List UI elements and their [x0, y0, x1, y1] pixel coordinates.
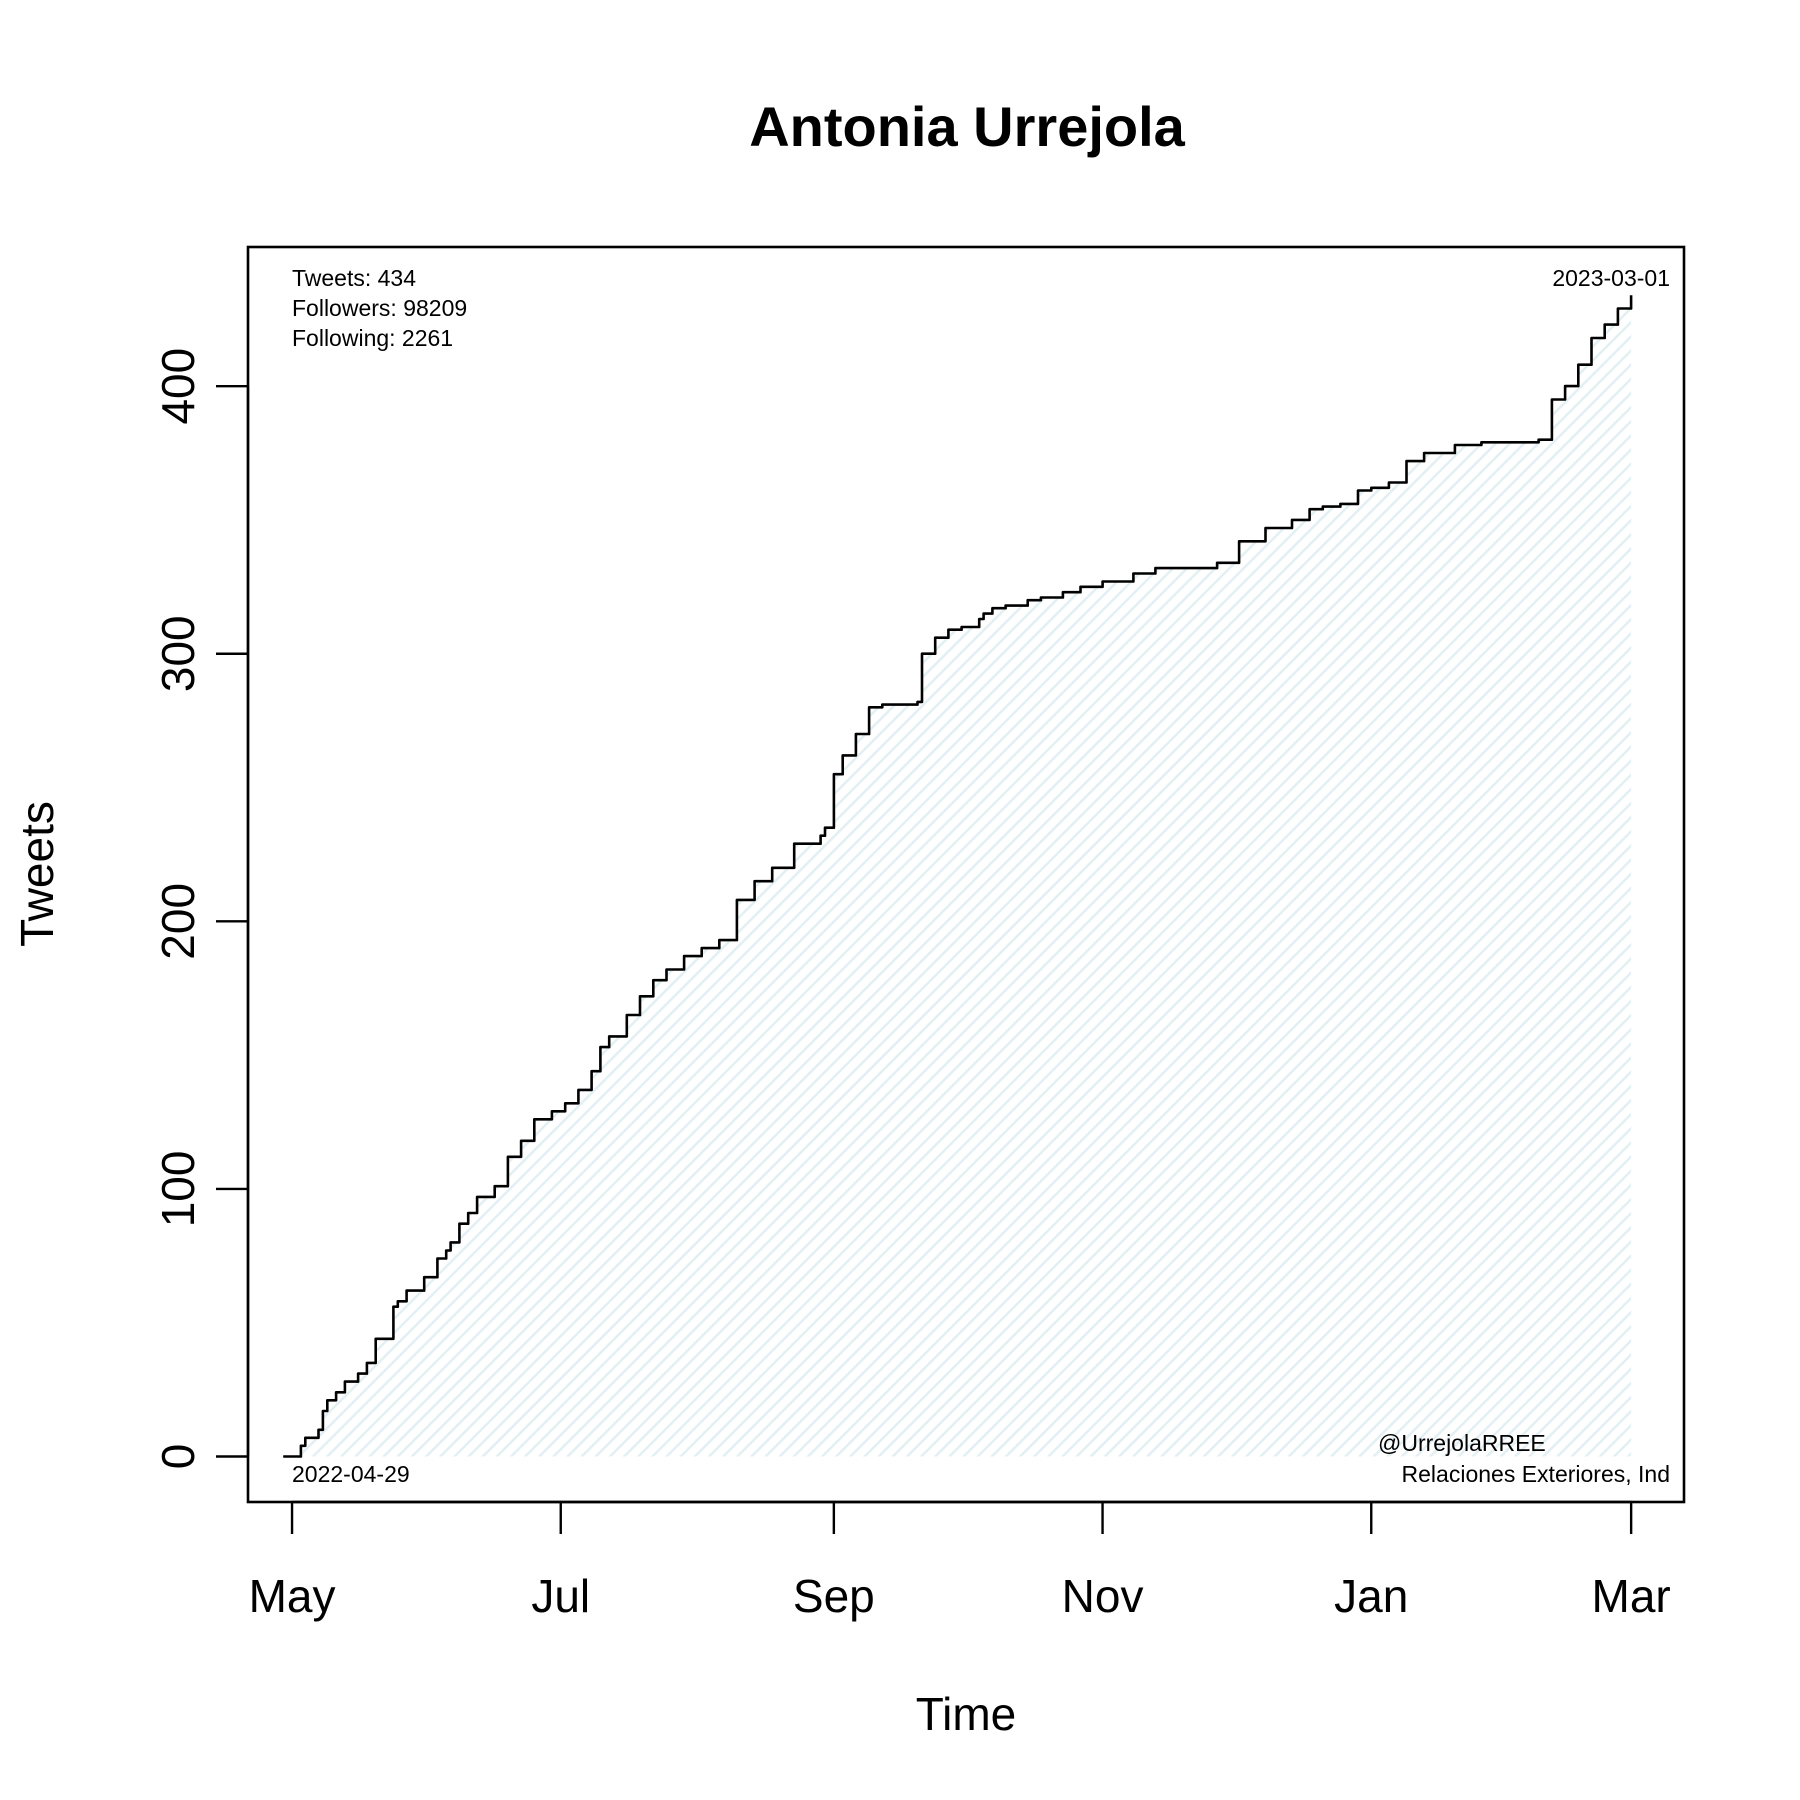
y-tick-label: 0: [152, 1444, 204, 1470]
x-axis: May Jul Sep Nov Jan Mar: [249, 1500, 1671, 1622]
x-tick-label: May: [249, 1570, 336, 1622]
followers-count-label: Followers: 98209: [292, 295, 467, 321]
y-tick-label: 100: [152, 1151, 204, 1228]
x-tick-label: Nov: [1062, 1570, 1144, 1622]
x-tick-label: Jul: [531, 1570, 590, 1622]
y-tick-label: 400: [152, 348, 204, 425]
tweets-count-label: Tweets: 434: [292, 265, 416, 291]
y-axis-title: Tweets: [11, 801, 63, 947]
y-tick-label: 200: [152, 883, 204, 960]
cumulative-tweets-line: [283, 295, 1633, 1458]
y-tick-label: 300: [152, 615, 204, 692]
x-tick-label: Jan: [1334, 1570, 1408, 1622]
chart-title: Antonia Urrejola: [749, 95, 1185, 158]
x-tick-label: Sep: [793, 1570, 875, 1622]
start-date-label: 2022-04-29: [292, 1461, 410, 1487]
affiliation-label: Relaciones Exteriores, Ind: [1402, 1461, 1670, 1487]
y-axis: 0 100 200 300 400: [152, 348, 250, 1470]
x-axis-title: Time: [916, 1688, 1017, 1740]
end-date-label: 2023-03-01: [1552, 265, 1670, 291]
cumulative-area-fill: [283, 295, 1632, 1457]
handle-label: @UrrejolaRREE: [1378, 1430, 1546, 1456]
following-count-label: Following: 2261: [292, 325, 453, 351]
x-tick-label: Mar: [1592, 1570, 1671, 1622]
